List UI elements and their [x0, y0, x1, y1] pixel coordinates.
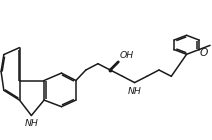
- Text: O: O: [199, 48, 208, 58]
- Text: OH: OH: [120, 51, 134, 60]
- Text: NH: NH: [128, 87, 142, 95]
- Text: NH: NH: [24, 119, 38, 128]
